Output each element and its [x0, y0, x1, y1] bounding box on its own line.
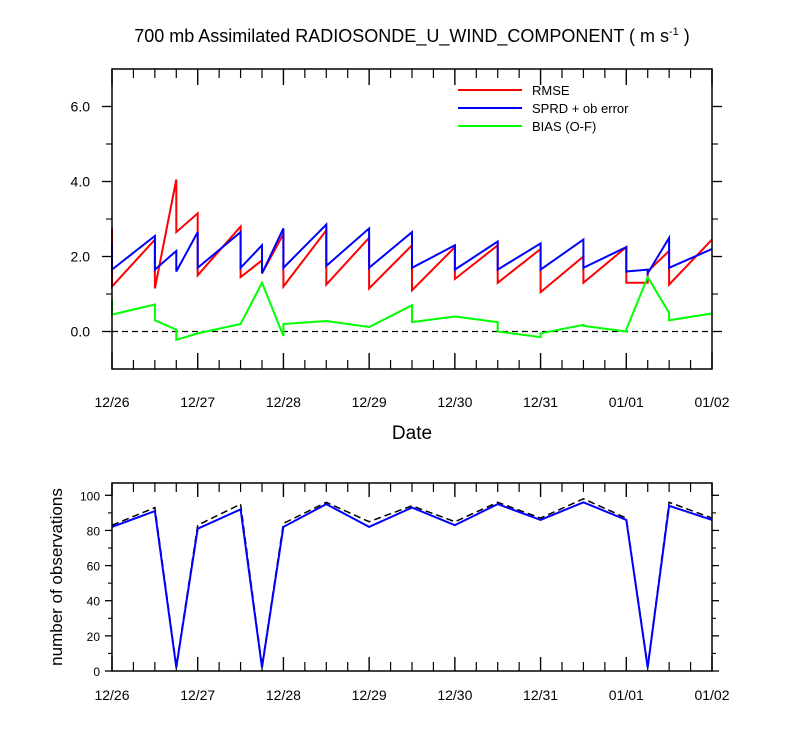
y-axis-label: number of observations	[47, 488, 66, 666]
bottom-chart: 12/26 12/27 12/28 12/29 12/30 12/31 01/01 01/02…	[47, 482, 730, 703]
x-tick-label-12-28: 12/28	[266, 394, 301, 410]
top-plot-frame	[111, 68, 713, 370]
top-axis-ticks	[102, 69, 722, 369]
y-tick-label-100: 100	[80, 489, 100, 503]
legend-label-rmse: RMSE	[532, 83, 570, 98]
y-tick-label-6-0: 6.0	[71, 99, 91, 115]
y-tick-label-4-0: 4.0	[71, 174, 91, 190]
legend-label-sprd-ob-error: SPRD + ob error	[532, 101, 629, 116]
x-tick-label-12-29: 12/29	[352, 687, 387, 703]
series-line-observations-available	[111, 497, 713, 666]
x-tick-label-12-26: 12/26	[94, 687, 129, 703]
legend: RMSE SPRD + ob error BIAS (O-F)	[458, 83, 629, 134]
x-axis-label: Date	[392, 423, 432, 444]
y-tick-label-0-0: 0.0	[71, 324, 91, 340]
top-series-group	[111, 179, 713, 342]
y-tick-label-80: 80	[87, 524, 101, 538]
x-tick-label-01-02: 01/02	[694, 687, 729, 703]
x-tick-label-12-31: 12/31	[523, 687, 558, 703]
x-tick-label-01-01: 01/01	[609, 687, 644, 703]
bottom-tick-labels: 12/26 12/27 12/28 12/29 12/30 12/31 01/01 01/02…	[80, 489, 730, 703]
y-tick-label-2-0: 2.0	[71, 249, 91, 265]
x-tick-label-01-01: 01/01	[609, 394, 644, 410]
y-tick-label-40: 40	[87, 595, 101, 609]
x-tick-label-12-29: 12/29	[352, 394, 387, 410]
x-tick-label-12-26: 12/26	[94, 394, 129, 410]
x-tick-label-12-28: 12/28	[266, 687, 301, 703]
series-line-sprd-ob-error	[111, 222, 713, 278]
x-tick-label-12-30: 12/30	[437, 687, 472, 703]
x-tick-label-12-27: 12/27	[180, 394, 215, 410]
y-tick-label-0: 0	[93, 665, 100, 679]
series-line-bias-o-f	[111, 274, 713, 342]
top-tick-labels: 12/26 12/27 12/28 12/29 12/30 12/31 01/01 01/02…	[71, 99, 730, 411]
top-chart: 700 mb Assimilated RADIOSONDE_U_WIND_COM…	[71, 26, 730, 444]
legend-label-bias-o-f: BIAS (O-F)	[532, 119, 596, 134]
bottom-series-group	[111, 497, 713, 668]
x-tick-label-12-30: 12/30	[437, 394, 472, 410]
y-tick-label-60: 60	[87, 560, 101, 574]
chart-title: 700 mb Assimilated RADIOSONDE_U_WIND_COM…	[134, 26, 690, 47]
x-tick-label-12-27: 12/27	[180, 687, 215, 703]
series-line-observations-assimilated	[111, 501, 713, 668]
bottom-axis-ticks	[105, 483, 719, 672]
bottom-plot-frame	[111, 482, 713, 672]
x-tick-label-01-02: 01/02	[694, 394, 729, 410]
y-tick-label-20: 20	[87, 630, 101, 644]
x-tick-label-12-31: 12/31	[523, 394, 558, 410]
